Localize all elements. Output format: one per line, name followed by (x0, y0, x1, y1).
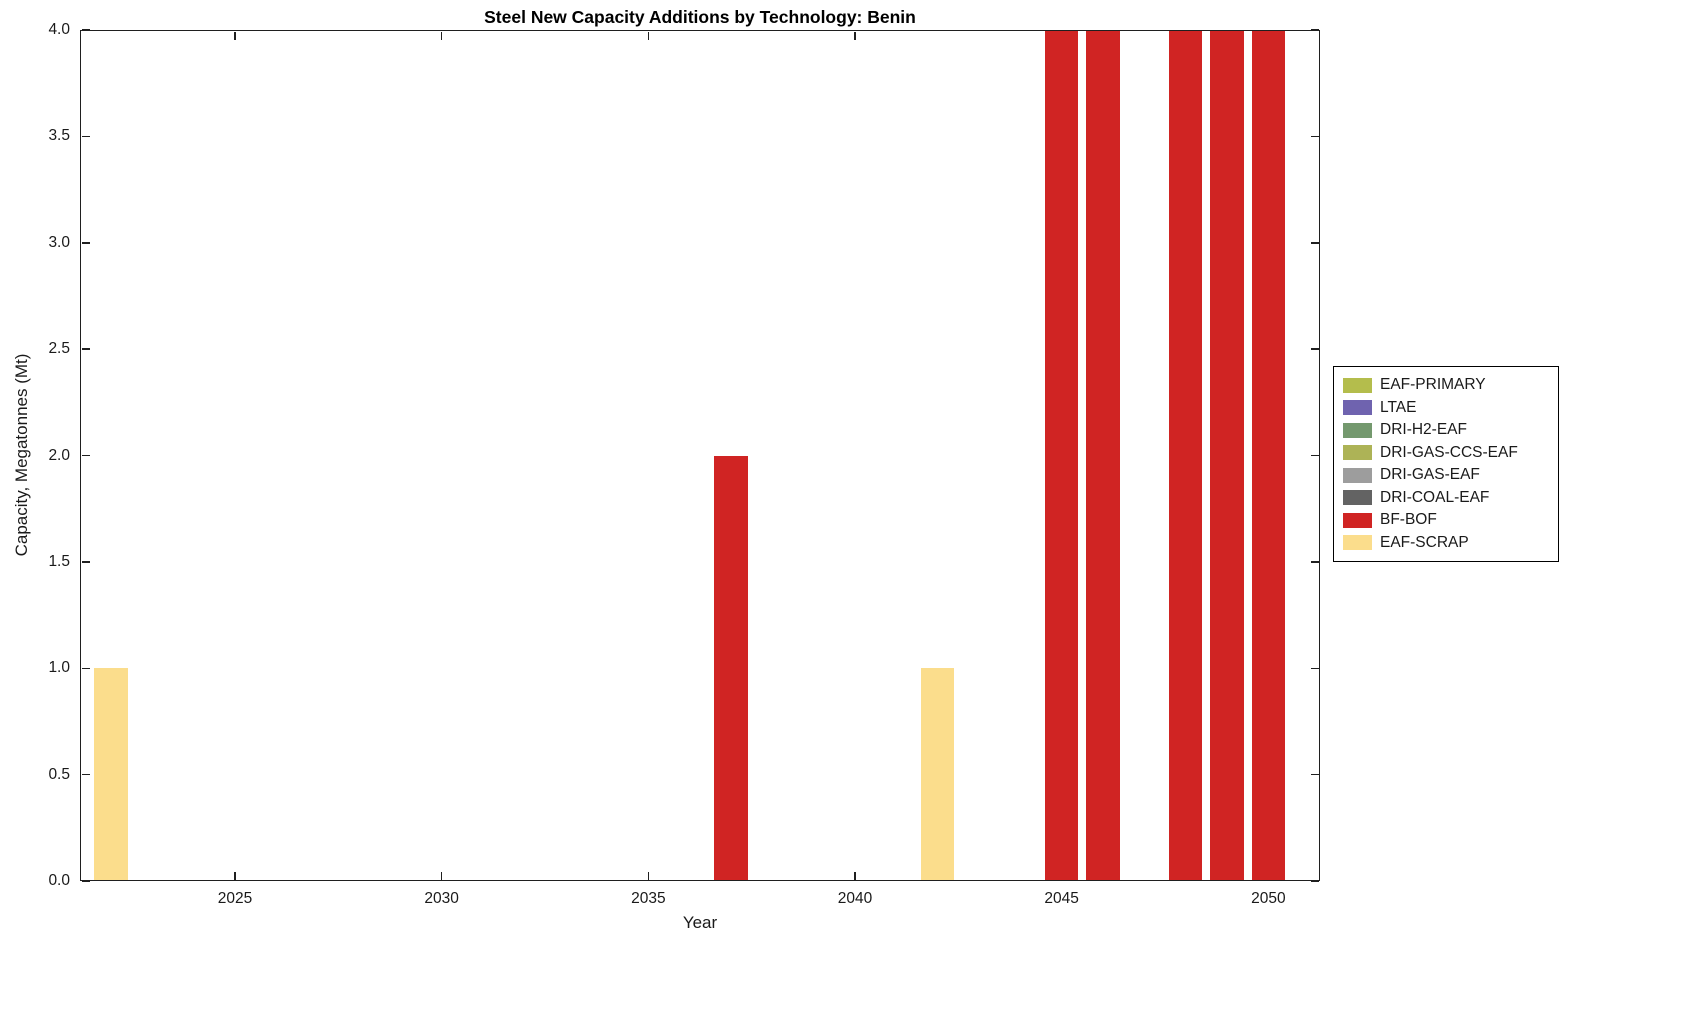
y-tick-mark (81, 773, 90, 776)
plot-frame (80, 30, 1320, 881)
bar-eaf-scrap (94, 668, 128, 881)
x-tick-mark-top (440, 31, 443, 40)
y-tick-mark (81, 454, 90, 457)
x-tick-mark (647, 871, 650, 880)
y-tick-label: 1.5 (48, 552, 70, 570)
x-tick-label: 2035 (631, 890, 666, 907)
x-tick-mark (440, 871, 443, 880)
y-tick-mark (81, 348, 90, 350)
legend-swatch-bf-bof (1343, 512, 1372, 528)
y-tick-mark-right (1310, 348, 1319, 350)
y-tick-mark (81, 880, 90, 882)
legend-label: BF-BOF (1380, 511, 1437, 529)
y-tick-mark-right (1310, 773, 1319, 776)
y-tick-mark (81, 242, 90, 244)
bar-bf-bof (714, 455, 748, 881)
legend-swatch-dri-coal-eaf (1343, 490, 1372, 506)
legend-swatch-dri-h2-eaf (1343, 422, 1372, 438)
x-tick-mark (234, 871, 236, 880)
y-tick-mark-right (1310, 242, 1319, 244)
y-tick-mark (81, 667, 90, 669)
legend-item: LTAE (1343, 397, 1550, 420)
legend-item: DRI-GAS-EAF (1343, 464, 1550, 487)
bar-eaf-scrap (921, 668, 955, 881)
chart-legend: EAF-PRIMARY LTAE DRI-H2-EAF DRI-GAS-CCS-EAF… (1333, 366, 1559, 562)
y-tick-label: 3.0 (48, 233, 70, 251)
y-tick-mark-right (1310, 561, 1319, 563)
chart-title: Steel New Capacity Additions by Technolo… (484, 7, 916, 27)
legend-item: EAF-SCRAP (1343, 532, 1550, 555)
x-tick-mark-top (234, 31, 236, 40)
y-tick-mark (81, 29, 90, 31)
y-tick-mark-right (1310, 454, 1319, 457)
y-tick-label: 2.5 (48, 340, 70, 358)
legend-label: LTAE (1380, 398, 1417, 416)
bar-bf-bof (1210, 30, 1244, 881)
x-axis-label: Year (682, 913, 718, 932)
y-tick-mark-right (1310, 667, 1319, 669)
x-tick-label: 2045 (1044, 890, 1079, 907)
y-tick-mark (81, 561, 90, 563)
y-tick-label: 2.0 (48, 446, 70, 464)
legend-item: DRI-GAS-CCS-EAF (1343, 442, 1550, 465)
y-tick-label: 0.0 (48, 872, 70, 889)
legend-label: EAF-PRIMARY (1380, 376, 1486, 394)
x-tick-label: 2025 (217, 890, 253, 907)
x-tick-mark (854, 871, 856, 880)
y-tick-mark-right (1310, 29, 1319, 31)
legend-item: BF-BOF (1343, 509, 1550, 532)
legend-swatch-eaf-scrap (1343, 535, 1372, 551)
y-tick-label: 3.5 (48, 127, 70, 145)
y-tick-label: 1.0 (48, 659, 70, 677)
legend-swatch-dri-gas-eaf (1343, 467, 1372, 483)
y-tick-mark (81, 135, 90, 138)
legend-item: DRI-H2-EAF (1343, 419, 1550, 442)
x-tick-label: 2040 (837, 890, 873, 907)
x-tick-mark-top (854, 31, 856, 40)
x-tick-label: 2050 (1251, 890, 1286, 907)
legend-label: DRI-COAL-EAF (1380, 488, 1490, 506)
legend-item: DRI-COAL-EAF (1343, 487, 1550, 510)
bar-bf-bof (1169, 30, 1203, 881)
legend-label: DRI-GAS-EAF (1380, 466, 1480, 484)
bar-bf-bof (1045, 30, 1079, 881)
legend-swatch-dri-gas-ccs-eaf (1343, 445, 1372, 461)
legend-item: EAF-PRIMARY (1343, 374, 1550, 397)
x-tick-mark-top (647, 31, 650, 40)
y-tick-mark-right (1310, 135, 1319, 138)
y-tick-mark-right (1310, 880, 1319, 882)
legend-swatch-ltae (1343, 400, 1372, 416)
x-tick-label: 2030 (424, 890, 459, 907)
bar-bf-bof (1251, 30, 1285, 881)
legend-swatch-eaf-primary (1343, 377, 1372, 393)
legend-label: DRI-GAS-CCS-EAF (1380, 443, 1518, 461)
bar-bf-bof (1086, 30, 1120, 881)
y-tick-label: 4.0 (48, 21, 70, 38)
y-tick-label: 0.5 (48, 765, 70, 783)
legend-label: DRI-H2-EAF (1380, 421, 1467, 439)
legend-label: EAF-SCRAP (1380, 533, 1469, 551)
